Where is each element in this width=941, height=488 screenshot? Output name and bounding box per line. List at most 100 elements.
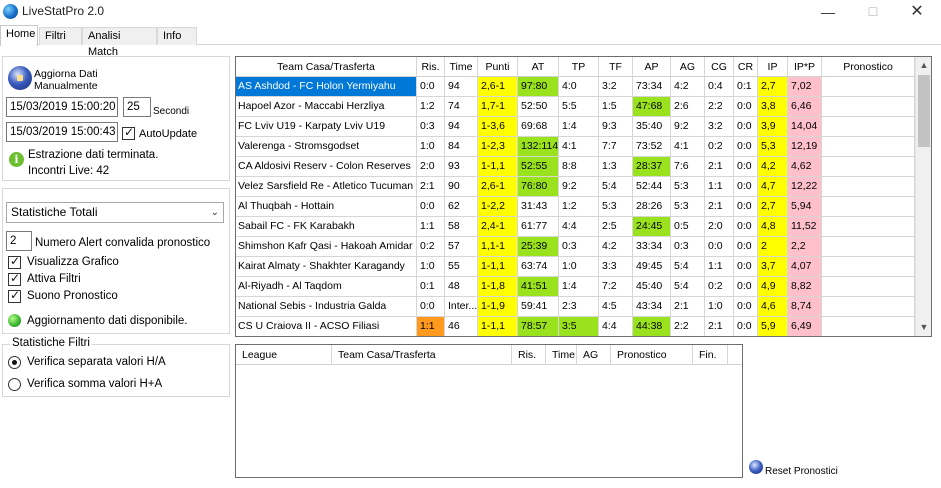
cell-tf[interactable]: 5:3 [599, 197, 633, 217]
cell-team[interactable]: Sabail FC - FK Karabakh [236, 217, 417, 237]
autoupdate-checkbox[interactable] [122, 125, 135, 140]
cell-tp[interactable]: 2:3 [559, 297, 599, 317]
cell-ris[interactable]: 1:1 [417, 317, 445, 336]
reset-icon[interactable] [749, 460, 763, 474]
cell-ipp[interactable]: 8,82 [788, 277, 822, 297]
cell-cr[interactable]: 0:0 [734, 217, 758, 237]
cell-tf[interactable]: 7:2 [599, 277, 633, 297]
cell-punti[interactable]: 1-2,2 [478, 197, 518, 217]
cell-cr[interactable]: 0:0 [734, 257, 758, 277]
cell-at[interactable]: 59:41 [518, 297, 559, 317]
cell-team[interactable]: Al-Riyadh - Al Taqdom [236, 277, 417, 297]
cell-time[interactable]: 74 [445, 97, 478, 117]
cell-ris[interactable]: 0:3 [417, 117, 445, 137]
cell-ap[interactable]: 73:52 [633, 137, 671, 157]
cell-time[interactable]: 93 [445, 157, 478, 177]
cell-cr[interactable]: 0:0 [734, 197, 758, 217]
scroll-thumb[interactable] [918, 75, 930, 147]
cell-cg[interactable]: 2:2 [705, 97, 734, 117]
scroll-up-icon[interactable]: ▲ [919, 60, 929, 70]
cell-at[interactable]: 63:74 [518, 257, 559, 277]
pronostici-grid[interactable]: League Team Casa/Trasferta Ris. Time AG Prono… [235, 344, 743, 478]
cell-time[interactable]: 84 [445, 137, 478, 157]
cell-ip[interactable]: 4,6 [758, 297, 788, 317]
cell-cr[interactable]: 0:0 [734, 157, 758, 177]
cell-time[interactable]: 55 [445, 257, 478, 277]
cell-pronostico[interactable] [822, 237, 915, 257]
alert-count-field[interactable]: 2 [6, 231, 32, 251]
cell-ap[interactable]: 43:34 [633, 297, 671, 317]
reset-pronostici-button[interactable]: Reset Pronostici [765, 466, 838, 477]
header-tf[interactable]: TF [599, 57, 633, 77]
filtri-checkbox[interactable] [8, 271, 21, 286]
cell-cg[interactable]: 1:0 [705, 297, 734, 317]
cell-ap[interactable]: 52:44 [633, 177, 671, 197]
pronostici-header-time[interactable]: Time [546, 345, 577, 365]
cell-ip[interactable]: 5,9 [758, 317, 788, 336]
cell-ipp[interactable]: 4,62 [788, 157, 822, 177]
close-button[interactable]: ✕ [910, 3, 924, 20]
cell-pronostico[interactable] [822, 97, 915, 117]
cell-ip[interactable]: 2,7 [758, 77, 788, 97]
cell-cr[interactable]: 0:0 [734, 137, 758, 157]
cell-team[interactable]: FC Lviv U19 - Karpaty Lviv U19 [236, 117, 417, 137]
cell-ip[interactable]: 2,7 [758, 197, 788, 217]
cell-cg[interactable]: 0:2 [705, 277, 734, 297]
cell-pronostico[interactable] [822, 297, 915, 317]
cell-time[interactable]: 46 [445, 317, 478, 336]
tab-filtri[interactable]: Filtri [39, 27, 82, 45]
header-ag[interactable]: AG [671, 57, 705, 77]
cell-ris[interactable]: 1:2 [417, 97, 445, 117]
cell-cg[interactable]: 1:1 [705, 177, 734, 197]
table-row[interactable]: AS Ashdod - FC Holon Yermiyahu 0:0 94 2,6-1… [236, 77, 915, 97]
cell-ap[interactable]: 33:34 [633, 237, 671, 257]
cell-at[interactable]: 31:43 [518, 197, 559, 217]
cell-cg[interactable]: 0:2 [705, 137, 734, 157]
matches-grid[interactable]: Team Casa/Trasferta Ris. Time Punti AT TP TF AP… [235, 56, 932, 337]
cell-at[interactable]: 41:51 [518, 277, 559, 297]
cell-ap[interactable]: 49:45 [633, 257, 671, 277]
cell-at[interactable]: 25:39 [518, 237, 559, 257]
pronostici-header-team[interactable]: Team Casa/Trasferta [332, 345, 512, 365]
cell-ip[interactable]: 3,9 [758, 117, 788, 137]
cell-ip[interactable]: 4,9 [758, 277, 788, 297]
header-cg[interactable]: CG [705, 57, 734, 77]
header-team[interactable]: Team Casa/Trasferta [236, 57, 417, 77]
cell-cg[interactable]: 2:0 [705, 217, 734, 237]
pronostici-header-ris[interactable]: Ris. [512, 345, 546, 365]
header-time[interactable]: Time [445, 57, 478, 77]
table-row[interactable]: Shimshon Kafr Qasi - Hakoah Amidar Ra 0:2… [236, 237, 915, 257]
cell-ris[interactable]: 0:0 [417, 297, 445, 317]
table-row[interactable]: Al Thuqbah - Hottain 0:0 62 1-2,2 31:43 1:2 5:… [236, 197, 915, 217]
cell-ap[interactable]: 35:40 [633, 117, 671, 137]
cell-ag[interactable]: 4:2 [671, 77, 705, 97]
cell-tp[interactable]: 1:4 [559, 117, 599, 137]
cell-cr[interactable]: 0:0 [734, 237, 758, 257]
cell-at[interactable]: 52:50 [518, 97, 559, 117]
cell-time[interactable]: 94 [445, 77, 478, 97]
table-row[interactable]: CS U Craiova II - ACSO Filiasi 1:1 46 1-1,1… [236, 317, 915, 336]
cell-ip[interactable]: 4,8 [758, 217, 788, 237]
cell-team[interactable]: Valerenga - Stromsgodset [236, 137, 417, 157]
cell-cr[interactable]: 0:0 [734, 97, 758, 117]
header-pronostico[interactable]: Pronostico [822, 57, 915, 77]
cell-tp[interactable]: 4:4 [559, 217, 599, 237]
cell-punti[interactable]: 1-2,3 [478, 137, 518, 157]
cell-ipp[interactable]: 6,46 [788, 97, 822, 117]
cell-punti[interactable]: 1,1-1 [478, 237, 518, 257]
pronostici-header-pronostico[interactable]: Pronostico [611, 345, 693, 365]
cell-team[interactable]: Velez Sarsfield Re - Atletico Tucuman R [236, 177, 417, 197]
cell-cg[interactable]: 2:1 [705, 317, 734, 336]
cell-team[interactable]: Shimshon Kafr Qasi - Hakoah Amidar Ra [236, 237, 417, 257]
cell-ipp[interactable]: 6,49 [788, 317, 822, 336]
cell-team[interactable]: Hapoel Azor - Maccabi Herzliya [236, 97, 417, 117]
cell-ris[interactable]: 1:0 [417, 257, 445, 277]
cell-at[interactable]: 52:55 [518, 157, 559, 177]
cell-tp[interactable]: 1:2 [559, 197, 599, 217]
cell-tf[interactable]: 2:5 [599, 217, 633, 237]
header-tp[interactable]: TP [559, 57, 599, 77]
tab-analisi-match[interactable]: Analisi Match [82, 27, 157, 58]
cell-pronostico[interactable] [822, 117, 915, 137]
grafico-checkbox[interactable] [8, 254, 21, 269]
